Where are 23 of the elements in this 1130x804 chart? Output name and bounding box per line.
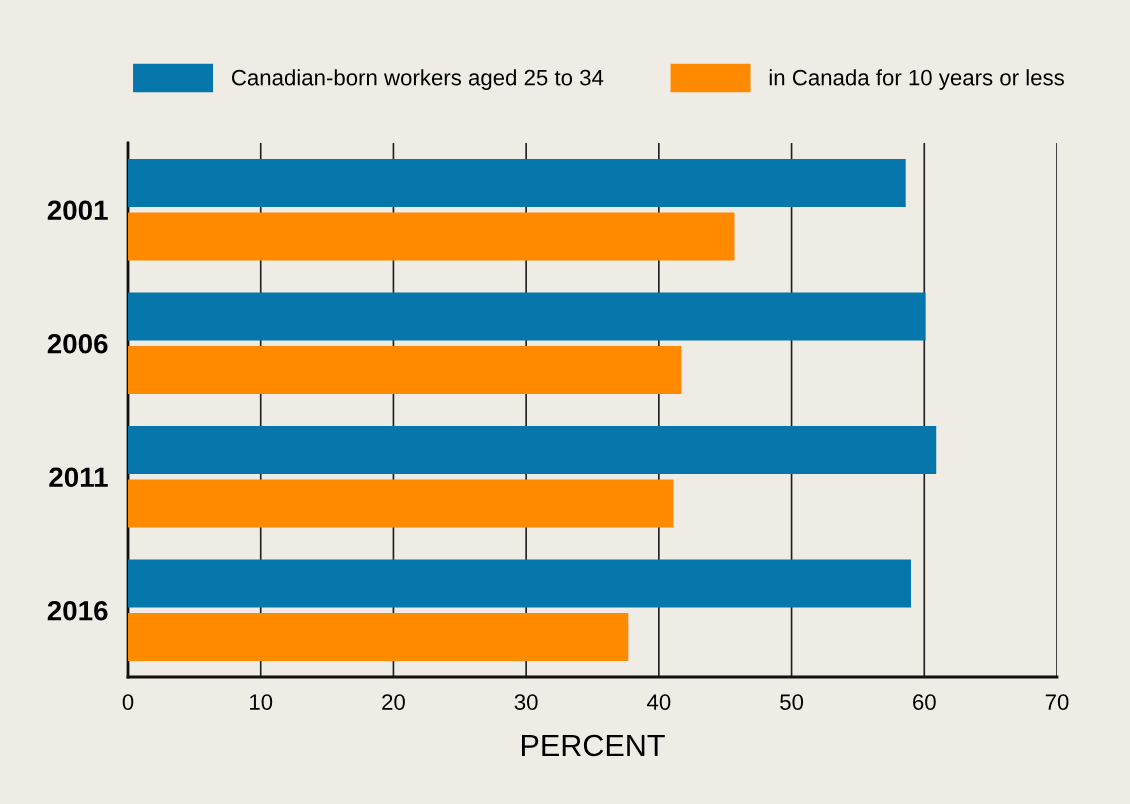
bar: [128, 559, 912, 608]
y-tick-label: 2001: [47, 200, 108, 221]
x-tick-label: 10: [250, 694, 273, 710]
bar: [128, 159, 906, 208]
x-tick-label: 0: [122, 694, 134, 710]
bar: [128, 426, 937, 475]
bar: [128, 612, 629, 661]
legend-label: Canadian-born workers aged 25 to 34: [231, 69, 604, 90]
bar: [128, 479, 674, 528]
bar: [128, 345, 682, 394]
y-tick-label: 2011: [49, 467, 108, 488]
x-tick-label: 50: [780, 694, 804, 710]
bar: [128, 292, 926, 341]
legend-label: in Canada for 10 years or less: [769, 69, 1064, 90]
bar: [128, 212, 735, 261]
x-tick-label: 70: [1045, 694, 1069, 710]
x-tick-label: 40: [647, 694, 671, 710]
y-tick-label: 2016: [47, 600, 108, 621]
x-tick-label: 60: [913, 694, 936, 710]
x-tick-label: 30: [514, 694, 538, 710]
x-axis-title: PERCENT: [522, 734, 665, 757]
x-tick-label: 20: [382, 694, 405, 710]
y-tick-label: 2006: [47, 333, 108, 354]
